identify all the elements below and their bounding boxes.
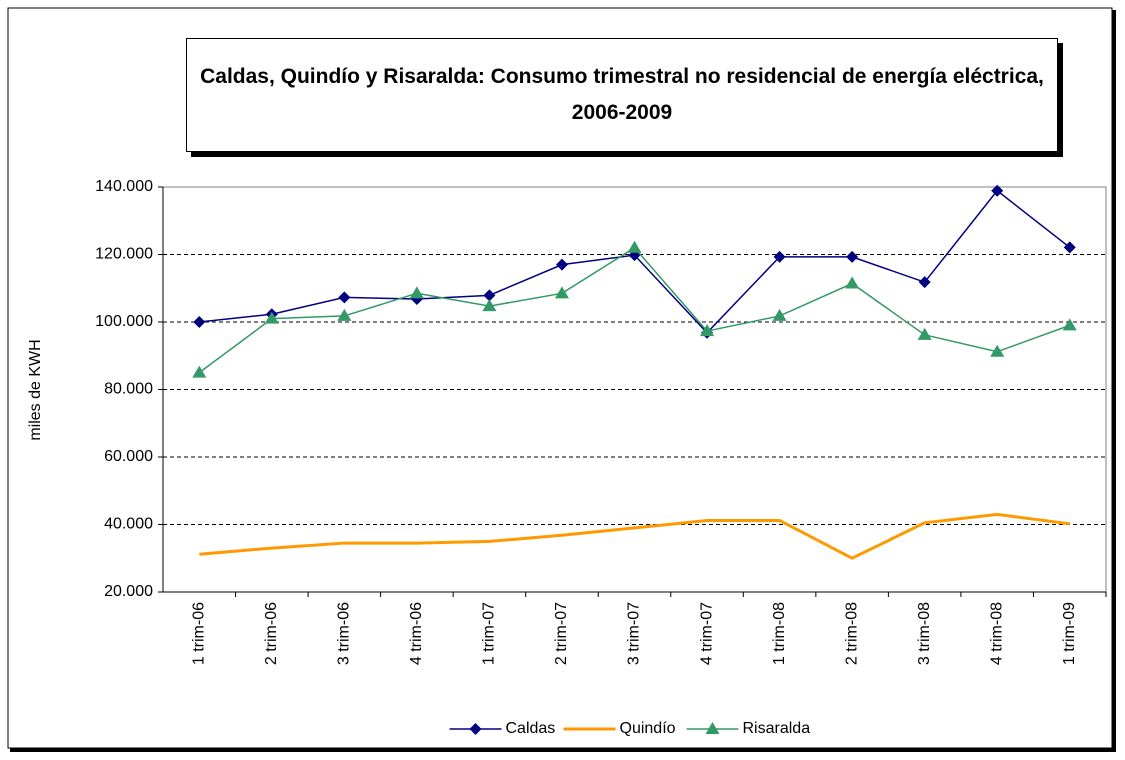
data-point [991,184,1004,197]
x-tick-label: 4 trim-07 [698,602,715,665]
data-point [193,316,206,328]
x-tick-label: 1 trim-08 [771,602,788,665]
x-tick-label: 2 trim-08 [843,602,860,665]
data-point [264,311,279,324]
x-tick-label: 1 trim-06 [190,602,207,665]
x-tick-label: 3 trim-08 [916,602,933,665]
data-point [917,327,932,340]
data-point [338,291,351,304]
data-point [990,344,1005,357]
x-tick-label: 3 trim-06 [336,602,353,665]
x-tick-label: 2 trim-06 [263,602,280,665]
y-tick-label: 140.000 [95,178,153,195]
x-tick-label: 4 trim-08 [988,602,1005,665]
data-point [337,308,352,321]
data-point [554,286,569,299]
frame-shadow [1112,10,1116,752]
legend-marker [469,723,482,735]
series-line [199,512,1070,560]
data-point [409,286,424,299]
x-tick-label: 1 trim-07 [481,602,498,665]
legend-label: Quindío [620,720,676,737]
data-point [483,289,496,302]
y-tick-label: 120.000 [95,246,153,263]
data-point [772,308,787,321]
legend-marker [705,722,720,734]
y-tick-label: 40.000 [104,516,153,533]
data-point [482,299,497,312]
y-axis-label: miles de KWH [27,339,44,440]
data-point [1062,318,1077,331]
data-point [700,324,715,337]
data-point [918,276,931,289]
y-tick-label: 80.000 [104,381,153,398]
data-point [1063,241,1076,254]
x-tick-label: 2 trim-07 [553,602,570,665]
data-point [555,258,568,271]
x-tick-label: 1 trim-09 [1061,602,1078,665]
y-tick-label: 100.000 [95,313,153,330]
legend-label: Caldas [506,720,556,737]
y-tick-label: 20.000 [104,583,153,600]
x-tick-label: 3 trim-07 [626,602,643,665]
data-point [192,365,207,378]
legend-label: Risaralda [743,720,811,737]
data-point [846,250,859,263]
y-tick-label: 60.000 [104,448,153,465]
legend: Caldas Quindío Risaralda [449,720,811,737]
chart-title: Caldas, Quindío y Risaralda: Consumo tri… [186,38,1058,152]
data-point [845,276,860,289]
data-point [773,250,786,263]
x-tick-label: 4 trim-06 [408,602,425,665]
data-point [627,240,642,253]
frame-shadow [10,748,1116,752]
